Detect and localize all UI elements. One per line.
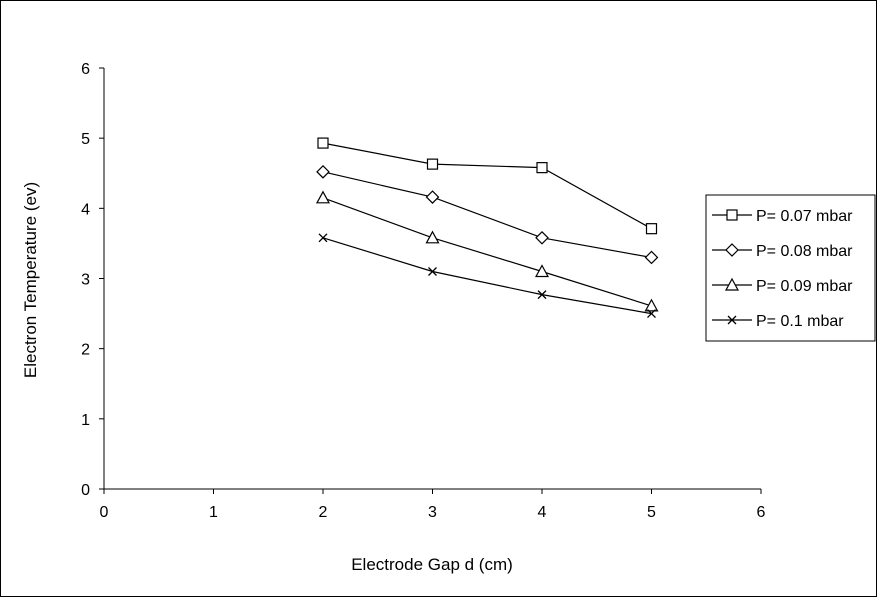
- y-tick-label: 6: [81, 61, 90, 78]
- legend-marker-x: [727, 315, 737, 325]
- x-tick-label: 2: [319, 504, 328, 521]
- data-point-x: [647, 309, 656, 319]
- series-line: [322, 237, 652, 315]
- data-point-diamond: [644, 250, 659, 265]
- x-tick-label: 1: [209, 504, 218, 521]
- series-triangle: [315, 190, 659, 312]
- legend-item: P= 0.1 mbar: [712, 313, 844, 330]
- legend-item: P= 0.08 mbar: [712, 243, 853, 260]
- series-x: [318, 233, 656, 319]
- series-group: [315, 137, 659, 319]
- y-tick-label: 0: [81, 482, 90, 499]
- y-tick-label: 4: [81, 201, 90, 218]
- y-tick-label: 5: [81, 131, 90, 148]
- legend-item: P= 0.09 mbar: [712, 277, 853, 295]
- data-point-x: [537, 290, 547, 300]
- legend-label: P= 0.08 mbar: [756, 243, 853, 260]
- legend-marker-diamond: [725, 243, 739, 257]
- data-point-square: [645, 223, 658, 235]
- data-point-diamond: [425, 190, 440, 204]
- x-tick-label: 5: [647, 504, 656, 521]
- legend-marker-triangle: [724, 277, 740, 291]
- x-tick-label: 4: [538, 504, 547, 521]
- data-point-square: [536, 162, 548, 174]
- series-line: [322, 142, 652, 230]
- y-tick-label: 3: [81, 272, 90, 289]
- series-line: [322, 197, 652, 307]
- series-diamond: [316, 164, 659, 265]
- data-point-triangle: [315, 190, 331, 204]
- data-point-square: [317, 137, 329, 149]
- data-point-x: [318, 233, 328, 243]
- data-point-triangle: [644, 298, 659, 312]
- series-line: [322, 171, 652, 259]
- axes: 0 1 2 3 4 5 6 0 1 2 3 4 5 6: [81, 61, 765, 521]
- x-tick-label: 3: [428, 504, 437, 521]
- y-axis-label: Electron Temperature (ev): [21, 182, 40, 378]
- legend-item: P= 0.07 mbar: [712, 208, 853, 225]
- y-tick-label: 2: [81, 342, 90, 359]
- legend-label: P= 0.1 mbar: [756, 313, 844, 330]
- data-point-square: [426, 158, 439, 170]
- data-point-diamond: [316, 164, 330, 179]
- data-point-diamond: [535, 230, 549, 245]
- x-tick-label: 6: [757, 504, 766, 521]
- series-square: [317, 137, 658, 235]
- data-point-triangle: [534, 264, 550, 278]
- legend-marker-square: [726, 209, 738, 221]
- legend: P= 0.07 mbar P= 0.08 mbar P= 0.09 mbar P= 0…: [705, 194, 876, 342]
- legend-label: P= 0.09 mbar: [756, 278, 853, 295]
- x-tick-label: 0: [100, 504, 109, 521]
- data-point-triangle: [425, 230, 440, 244]
- x-axis-label: Electrode Gap d (cm): [351, 555, 513, 574]
- data-point-x: [428, 267, 437, 276]
- legend-label: P= 0.07 mbar: [756, 208, 853, 225]
- y-tick-label: 1: [81, 412, 90, 429]
